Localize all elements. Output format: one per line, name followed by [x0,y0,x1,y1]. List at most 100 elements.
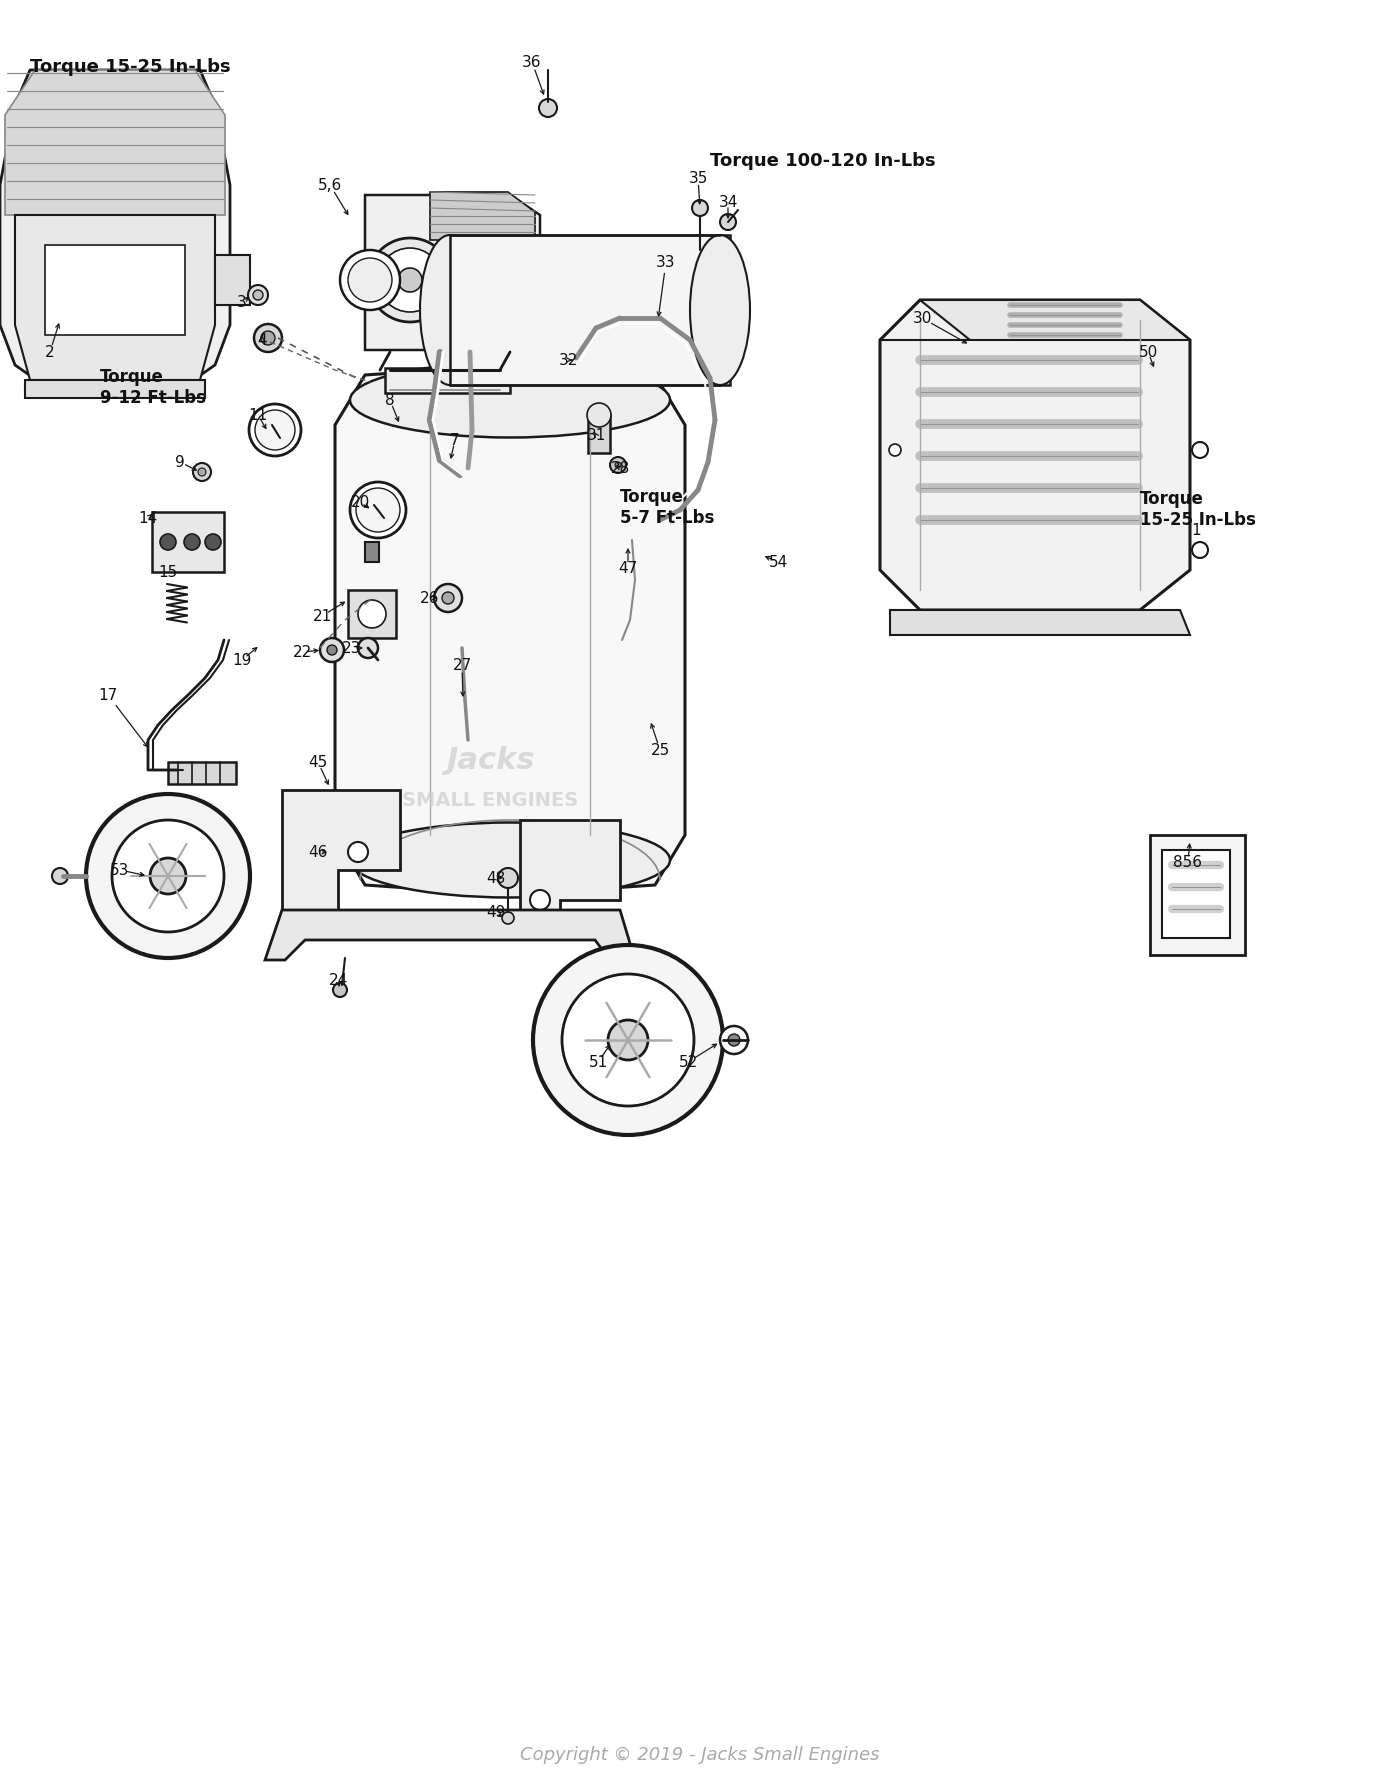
Text: 48: 48 [486,871,505,885]
Text: 856: 856 [1173,855,1203,869]
Polygon shape [0,70,230,393]
Text: 20: 20 [350,494,370,509]
Text: 2: 2 [45,345,55,359]
Bar [168,762,237,784]
Text: 28: 28 [610,461,630,475]
Polygon shape [335,364,685,894]
Ellipse shape [420,236,480,386]
Text: Torque 100-120 In-Lbs: Torque 100-120 In-Lbs [710,152,935,170]
Bar [588,414,610,453]
Text: 45: 45 [308,755,328,769]
Circle shape [340,250,400,311]
Polygon shape [365,195,540,350]
Polygon shape [430,193,535,239]
Bar [1162,850,1231,937]
Circle shape [378,248,442,312]
Text: 30: 30 [913,311,931,325]
Polygon shape [281,791,400,910]
Text: Torque
15-25 In-Lbs: Torque 15-25 In-Lbs [1140,491,1256,528]
Polygon shape [216,255,251,305]
Circle shape [368,237,452,321]
Circle shape [333,984,347,998]
Ellipse shape [690,236,750,386]
Text: 17: 17 [98,687,118,703]
Text: 14: 14 [139,511,158,525]
Text: Torque 15-25 In-Lbs: Torque 15-25 In-Lbs [29,57,231,77]
Text: 54: 54 [769,555,788,569]
Circle shape [1191,543,1208,559]
Circle shape [249,403,301,455]
Text: 9: 9 [175,455,185,469]
Text: 46: 46 [308,844,328,860]
Circle shape [615,462,622,468]
Text: SMALL ENGINES: SMALL ENGINES [402,791,578,810]
Ellipse shape [350,823,671,898]
Text: 32: 32 [559,352,578,368]
Text: 33: 33 [657,255,676,270]
Circle shape [52,868,69,884]
Text: 49: 49 [486,905,505,919]
Text: 25: 25 [651,743,669,757]
Circle shape [204,534,221,550]
Bar [385,368,510,393]
Circle shape [350,482,406,537]
Polygon shape [881,300,1190,610]
Polygon shape [6,70,225,214]
Text: 50: 50 [1138,345,1158,359]
Text: 8: 8 [385,393,395,407]
Text: 47: 47 [619,560,637,575]
Circle shape [531,891,550,910]
Circle shape [356,487,400,532]
Text: 51: 51 [588,1055,608,1069]
Bar [349,591,396,637]
Circle shape [253,325,281,352]
Text: 7: 7 [451,432,459,448]
Text: Copyright © 2019 - Jacks Small Engines: Copyright © 2019 - Jacks Small Engines [521,1746,879,1764]
Text: 22: 22 [293,644,312,659]
Circle shape [398,268,421,293]
Bar [365,543,379,562]
Circle shape [610,457,626,473]
Bar [153,512,224,571]
Circle shape [587,403,610,427]
Text: 31: 31 [587,427,606,443]
Circle shape [328,644,337,655]
Text: 35: 35 [689,171,707,186]
Circle shape [349,259,392,302]
Circle shape [197,468,206,477]
Polygon shape [1149,835,1245,955]
Text: 53: 53 [111,862,130,878]
Polygon shape [265,910,636,960]
Text: 11: 11 [248,407,267,423]
Text: 1: 1 [1191,523,1201,537]
Text: Torque
9-12 Ft-Lbs: Torque 9-12 Ft-Lbs [99,368,206,407]
Circle shape [720,214,736,230]
Polygon shape [15,214,216,380]
Circle shape [260,330,274,345]
Bar [449,236,729,386]
Text: Torque
5-7 Ft-Lbs: Torque 5-7 Ft-Lbs [620,487,714,527]
Circle shape [503,912,514,925]
Circle shape [321,637,344,662]
Circle shape [728,1034,741,1046]
Bar [25,380,204,398]
Text: 3: 3 [237,295,246,309]
Circle shape [561,975,694,1107]
Text: 34: 34 [718,195,738,209]
Circle shape [160,534,176,550]
Text: Jacks: Jacks [445,746,535,775]
Circle shape [183,534,200,550]
Text: 21: 21 [312,609,332,623]
Circle shape [720,1026,748,1053]
Circle shape [889,444,902,455]
Circle shape [85,794,251,959]
Circle shape [539,98,557,118]
Polygon shape [920,300,1190,339]
Circle shape [692,200,708,216]
Circle shape [150,859,186,894]
Text: 36: 36 [522,55,542,70]
Circle shape [349,843,368,862]
Text: 26: 26 [420,591,440,605]
Circle shape [434,584,462,612]
Circle shape [498,868,518,887]
